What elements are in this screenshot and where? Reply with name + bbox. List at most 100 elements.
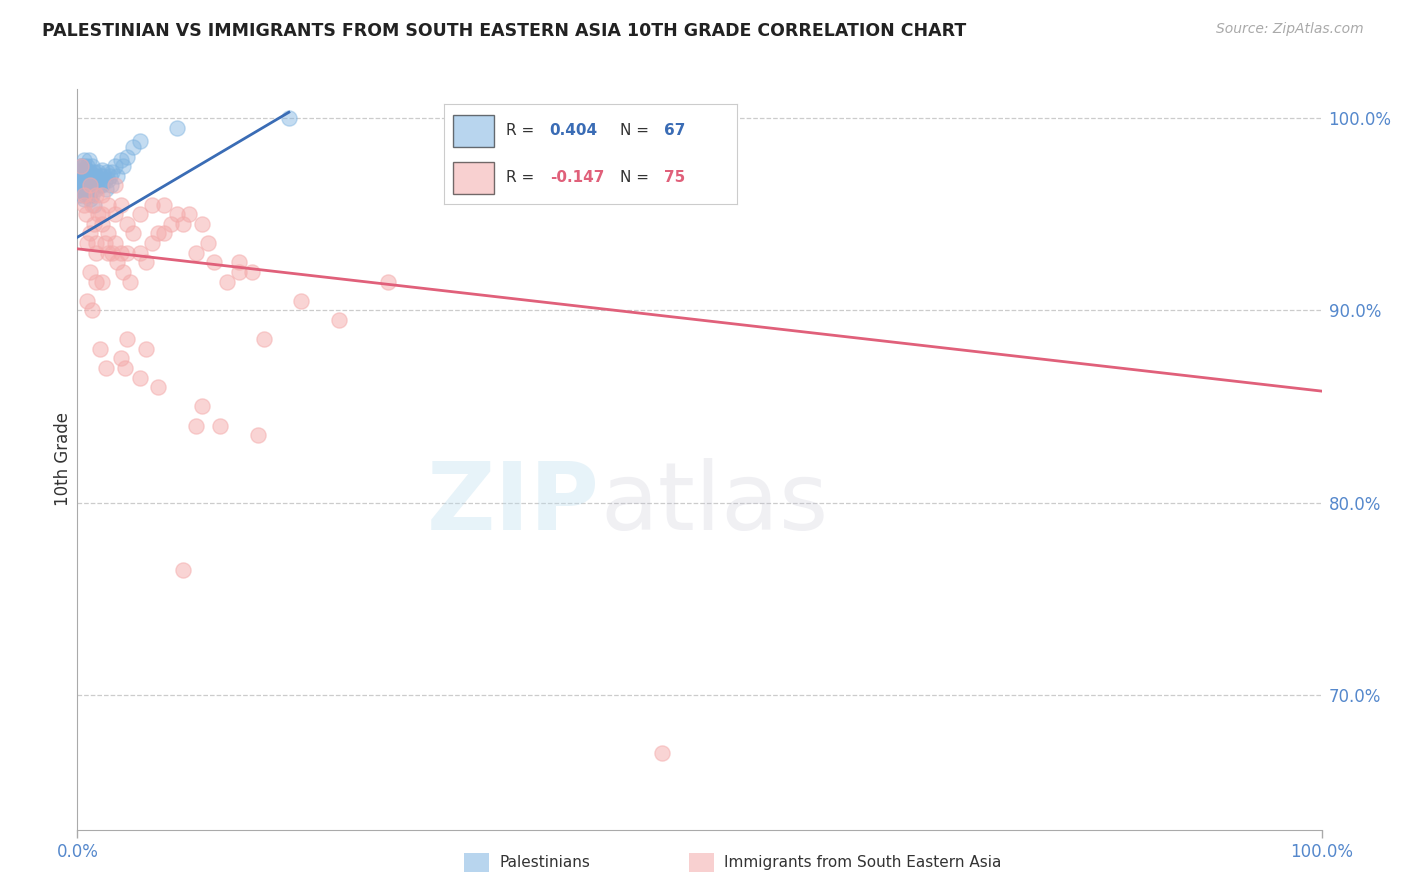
Point <box>112 265 135 279</box>
Point <box>110 197 132 211</box>
Point <box>77 188 100 202</box>
Point <box>105 255 128 269</box>
Point <box>91 275 114 289</box>
Y-axis label: 10th Grade: 10th Grade <box>53 412 72 507</box>
Point <box>72 163 94 178</box>
Point <box>93 172 115 186</box>
Point <box>83 217 105 231</box>
Point <box>76 293 98 308</box>
Point <box>69 169 91 183</box>
Point <box>84 275 107 289</box>
Point <box>91 163 114 178</box>
Point <box>67 172 90 186</box>
Point <box>104 178 127 193</box>
Point <box>82 197 104 211</box>
Point <box>72 188 94 202</box>
Text: atlas: atlas <box>600 458 828 549</box>
Point <box>104 207 127 221</box>
Point <box>72 184 94 198</box>
Point <box>128 207 150 221</box>
Point <box>93 235 115 250</box>
Point <box>172 217 194 231</box>
Point <box>93 169 115 183</box>
Point <box>79 192 101 206</box>
Point <box>84 182 107 196</box>
Point <box>104 159 127 173</box>
Point <box>79 165 101 179</box>
Point <box>97 197 120 211</box>
Point <box>70 159 93 173</box>
Point <box>67 178 90 193</box>
Point <box>82 303 104 318</box>
Point <box>96 165 118 179</box>
Point <box>290 293 312 308</box>
Point <box>76 235 98 250</box>
Point <box>84 245 107 260</box>
Point <box>104 235 127 250</box>
Point <box>91 207 114 221</box>
Point <box>72 178 94 193</box>
Point <box>377 275 399 289</box>
Point <box>69 169 91 183</box>
Point <box>75 163 97 178</box>
Point <box>73 169 96 183</box>
Point <box>159 217 181 231</box>
Text: PALESTINIAN VS IMMIGRANTS FROM SOUTH EASTERN ASIA 10TH GRADE CORRELATION CHART: PALESTINIAN VS IMMIGRANTS FROM SOUTH EAS… <box>42 22 966 40</box>
Point <box>91 188 114 202</box>
Point <box>77 153 100 168</box>
Point <box>98 169 121 183</box>
Point <box>112 159 135 173</box>
Point <box>70 159 93 173</box>
Point <box>87 165 110 179</box>
Point <box>79 178 101 193</box>
Point <box>82 159 104 173</box>
Point <box>110 245 132 260</box>
Point <box>215 275 238 289</box>
Point <box>84 169 107 183</box>
Point <box>172 563 194 577</box>
Point <box>82 188 104 202</box>
Point <box>100 178 122 193</box>
Point <box>76 159 98 173</box>
Point <box>97 245 120 260</box>
Point <box>83 165 105 179</box>
Point <box>72 192 94 206</box>
Point <box>209 418 232 433</box>
Text: Palestinians: Palestinians <box>499 855 591 870</box>
Point <box>72 178 94 193</box>
Point <box>128 134 150 148</box>
Point <box>70 159 93 173</box>
Point <box>166 207 188 221</box>
Point <box>73 172 96 186</box>
Point <box>277 111 299 125</box>
Point <box>128 370 150 384</box>
Point <box>69 188 91 202</box>
Point <box>153 197 176 211</box>
Point <box>73 169 96 183</box>
Point <box>110 351 132 366</box>
Point <box>228 265 250 279</box>
Point <box>128 245 150 260</box>
Point <box>97 227 120 241</box>
Point <box>105 169 128 183</box>
Point <box>228 255 250 269</box>
Point <box>84 188 107 202</box>
Point <box>91 217 114 231</box>
Point <box>191 400 214 414</box>
Point <box>101 245 124 260</box>
Point <box>141 235 163 250</box>
Point <box>651 746 673 760</box>
Point <box>202 255 225 269</box>
Point <box>115 332 138 346</box>
Point <box>80 169 103 183</box>
Text: Source: ZipAtlas.com: Source: ZipAtlas.com <box>1216 22 1364 37</box>
Point <box>94 182 117 196</box>
Point <box>197 235 219 250</box>
Point <box>114 361 136 376</box>
Point <box>89 178 111 193</box>
Point <box>79 265 101 279</box>
Point <box>184 245 207 260</box>
Point <box>101 165 124 179</box>
Point <box>72 165 94 179</box>
Point <box>86 172 108 186</box>
